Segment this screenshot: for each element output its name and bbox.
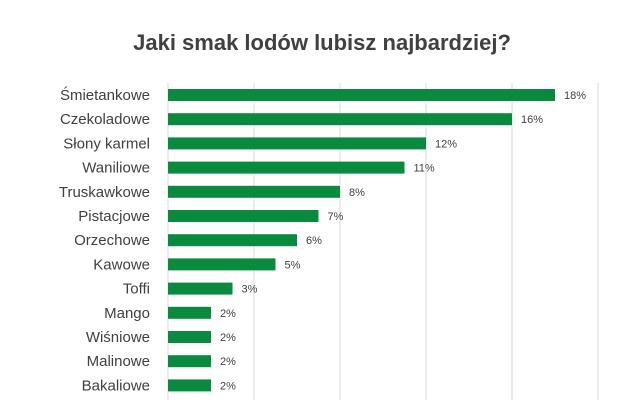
category-label: Czekoladowe (60, 111, 150, 128)
category-label: Słony karmel (63, 135, 150, 152)
category-label: Bakaliowe (82, 377, 150, 394)
bar (168, 137, 426, 150)
bar (168, 282, 233, 295)
bar (168, 210, 319, 222)
bar (168, 185, 340, 198)
category-label: Waniliowe (82, 160, 150, 177)
data-label: 2% (220, 380, 236, 392)
category-label: Śmietankowe (60, 86, 150, 104)
category-label: Orzechowe (74, 232, 150, 249)
bar (168, 234, 297, 247)
data-label: 2% (220, 332, 236, 344)
category-label: Truskawkowe (59, 184, 150, 201)
data-label: 2% (220, 308, 236, 320)
bar (168, 379, 211, 392)
data-label: 7% (328, 211, 344, 223)
data-label: 16% (521, 114, 543, 126)
data-label: 3% (242, 284, 258, 296)
data-label: 12% (435, 138, 457, 150)
bar (168, 306, 211, 319)
category-label: Wiśniowe (86, 329, 150, 346)
bar (168, 161, 405, 174)
category-label: Mango (104, 305, 150, 322)
data-label: 18% (564, 90, 586, 102)
category-label: Kawowe (93, 256, 150, 273)
data-label: 5% (285, 259, 301, 271)
bar (168, 113, 512, 126)
data-label: 11% (414, 163, 435, 175)
bar (168, 331, 211, 343)
chart-title: Jaki smak lodów lubisz najbardziej? (133, 30, 511, 55)
bar (168, 89, 555, 101)
category-label: Pistacjowe (78, 208, 150, 225)
category-label: Toffi (123, 281, 150, 298)
data-label: 2% (220, 356, 236, 368)
bar (168, 355, 211, 368)
data-label: 6% (306, 235, 322, 247)
category-label: Malinowe (87, 353, 150, 370)
bar (168, 258, 276, 271)
data-label: 8% (349, 187, 365, 199)
